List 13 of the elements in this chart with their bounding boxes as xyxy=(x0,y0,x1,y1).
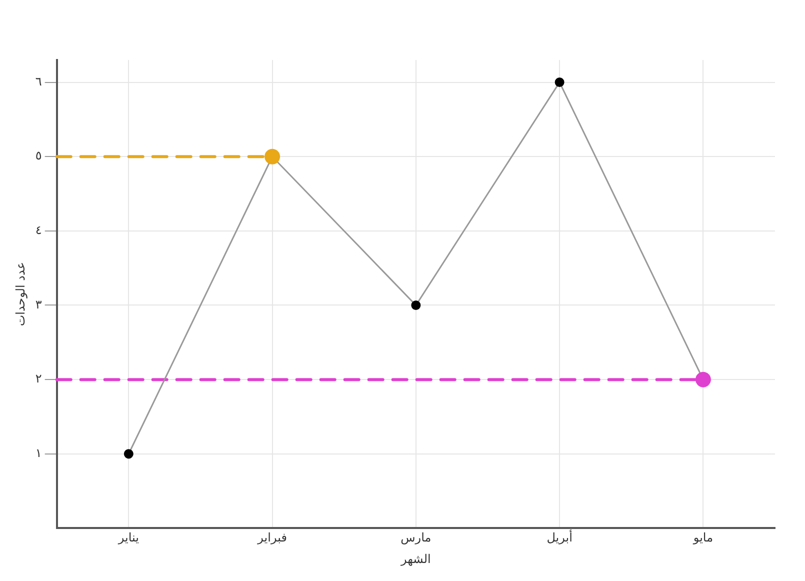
y-tick-label: ٦ xyxy=(35,74,42,88)
y-tick-label: ٢ xyxy=(35,372,42,386)
x-tick-label: فبراير xyxy=(256,530,287,545)
x-tick-label: مايو xyxy=(692,530,713,545)
y-tick-label: ١ xyxy=(35,446,42,460)
y-tick-label: ٤ xyxy=(35,223,42,238)
x-tick-label: يناير xyxy=(117,530,139,545)
x-axis-title: الشهر xyxy=(400,552,431,566)
y-axis-title: عدد الوحدات xyxy=(13,262,28,326)
x-tick-label: أبريل xyxy=(546,530,572,545)
x-tick-label: مارس xyxy=(400,530,432,545)
y-tick-label: ٥ xyxy=(35,148,42,163)
y-tick-label: ٣ xyxy=(35,297,42,312)
